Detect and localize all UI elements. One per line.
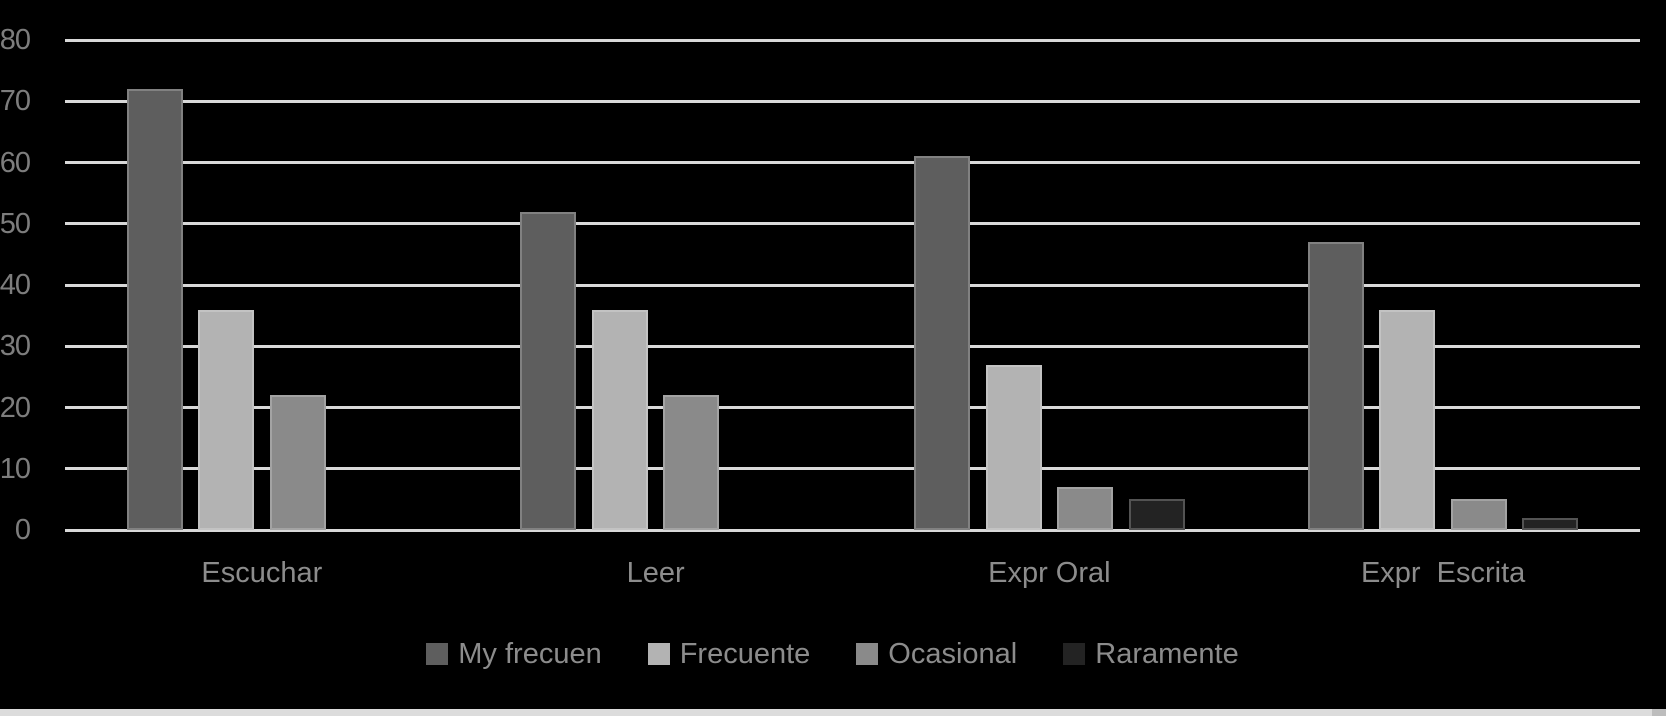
x-axis-category-labels: Escuchar Leer Expr Oral Expr Escrita <box>65 556 1640 592</box>
category-label-expr-oral: Expr Oral <box>988 557 1111 589</box>
legend-swatch-icon <box>426 643 449 665</box>
gridline <box>65 528 1640 532</box>
bar-ocasional-expr-oral <box>1057 487 1114 530</box>
legend-item-frecuente: Frecuente <box>647 638 811 670</box>
gridline <box>65 283 1640 287</box>
legend-item-ocasional: Ocasional <box>856 638 1017 670</box>
y-tick-label: 80 <box>0 24 31 56</box>
legend-swatch-icon <box>1063 643 1086 665</box>
legend: My frecuen Frecuente Ocasional Raramente <box>45 638 1620 670</box>
gridline <box>65 161 1640 164</box>
bar-frecuente-expr-escrita <box>1379 309 1436 530</box>
bar-frecuente-leer <box>591 309 648 530</box>
bar-my-frecuen-expr-oral <box>914 156 971 530</box>
y-axis-tick-labels: 0 10 20 30 40 50 60 70 80 <box>0 24 31 546</box>
bar-my-frecuen-expr-escrita <box>1307 242 1364 530</box>
bar-ocasional-leer <box>663 395 720 530</box>
gridline <box>65 406 1640 409</box>
gridline <box>65 344 1640 348</box>
legend-swatch-icon <box>856 643 879 665</box>
gridline <box>65 99 1640 103</box>
bar-ocasional-expr-escrita <box>1450 499 1507 530</box>
bar-raramente-expr-escrita <box>1522 517 1579 530</box>
category-label-escuchar: Escuchar <box>201 557 323 589</box>
bar-my-frecuen-escuchar <box>126 89 183 530</box>
legend-label: Ocasional <box>888 638 1018 670</box>
bar-ocasional-escuchar <box>269 395 326 530</box>
legend-swatch-icon <box>647 643 670 665</box>
gridline <box>65 222 1640 226</box>
plot-area <box>65 38 1640 532</box>
legend-item-raramente: Raramente <box>1063 638 1239 670</box>
y-tick-label: 10 <box>0 452 31 485</box>
bar-my-frecuen-leer <box>520 211 577 530</box>
y-tick-label: 50 <box>0 207 31 240</box>
legend-label: My frecuen <box>458 638 602 670</box>
y-tick-label: 70 <box>0 85 31 118</box>
y-tick-label: 60 <box>0 146 31 179</box>
y-tick-label: 20 <box>0 391 31 424</box>
legend-label: Raramente <box>1095 638 1239 670</box>
y-tick-label: 40 <box>0 269 31 301</box>
legend-label: Frecuente <box>679 638 811 670</box>
category-label-leer: Leer <box>626 557 685 589</box>
y-tick-label: 30 <box>0 330 31 363</box>
category-label-expr-escrita: Expr Escrita <box>1360 557 1526 589</box>
bottom-border-strip <box>0 709 1666 716</box>
gridline <box>65 467 1640 471</box>
y-tick-label: 0 <box>14 514 31 546</box>
bar-raramente-expr-oral <box>1128 499 1185 530</box>
legend-item-my-frecuen: My frecuen <box>426 638 602 670</box>
bar-frecuente-escuchar <box>198 309 255 530</box>
gridline <box>65 38 1640 42</box>
bottom-border-strip-end <box>1652 709 1666 716</box>
bar-frecuente-expr-oral <box>985 364 1042 530</box>
